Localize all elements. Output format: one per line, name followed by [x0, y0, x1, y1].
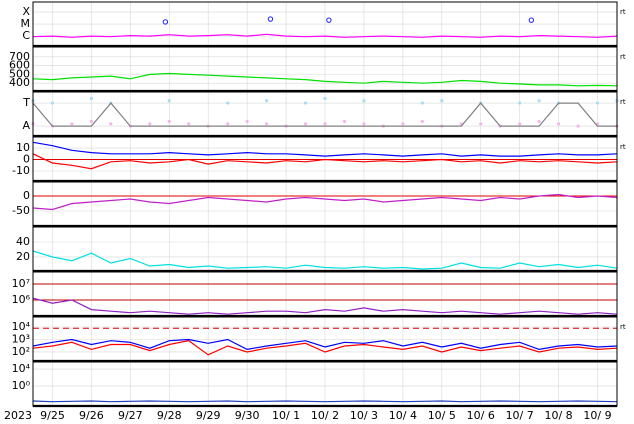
data-point: [440, 99, 444, 103]
data-point: [420, 101, 424, 105]
x-tick-label: 9/27: [118, 409, 143, 422]
data-point: [50, 101, 55, 105]
data-point: [89, 96, 93, 101]
x-tick-label: 10/ 9: [583, 409, 611, 422]
data-line: [32, 102, 617, 127]
data-line: [32, 33, 618, 38]
data-point: [557, 122, 561, 126]
data-point: [303, 122, 308, 126]
y-tick-label: 10⁶: [12, 293, 31, 306]
x-tick-label: 9/25: [40, 409, 65, 422]
data-point: [518, 101, 522, 105]
y-tick-label: -10: [12, 164, 30, 177]
y-tick-label: X: [22, 5, 30, 18]
data-point: [226, 122, 230, 126]
y-tick-label: 10⁰: [12, 379, 31, 392]
y-tick-label: 40: [16, 235, 30, 248]
data-point: [109, 122, 113, 126]
y-tick-label: 0: [23, 153, 30, 166]
corner-label: rt: [620, 53, 626, 61]
x-tick-label: 10/ 4: [389, 409, 417, 422]
data-line: [32, 72, 618, 87]
data-point: [323, 122, 327, 126]
y-tick-label: 10: [16, 141, 30, 154]
corner-label: rt: [620, 8, 626, 16]
data-point: [303, 101, 308, 105]
y-tick-label: T: [22, 96, 30, 109]
data-point: [167, 99, 171, 103]
y-tick-label: 10⁴: [12, 362, 31, 375]
data-point: [518, 122, 522, 126]
data-point: [537, 99, 541, 103]
x-tick-label: 10/ 6: [467, 409, 495, 422]
data-point: [226, 101, 230, 105]
y-tick-label: 400: [9, 76, 30, 89]
data-line: [32, 153, 618, 170]
data-line: [32, 297, 618, 315]
x-tick-label: 9/30: [235, 409, 260, 422]
y-tick-label: C: [22, 29, 30, 42]
y-tick-label: 500: [9, 67, 30, 80]
x-tick-label: 9/28: [157, 409, 182, 422]
x-tick-label: 9/29: [196, 409, 221, 422]
y-tick-label: A: [22, 119, 30, 132]
x-tick-label: 10/ 3: [350, 409, 378, 422]
corner-label: rt: [620, 323, 626, 331]
data-point: [265, 122, 269, 126]
y-tick-label: 10⁴: [12, 320, 31, 333]
y-tick-label: 10³: [12, 332, 30, 345]
data-point: [187, 122, 191, 126]
data-line: [32, 338, 618, 351]
data-point: [326, 17, 332, 23]
x-tick-label: 9/26: [79, 409, 104, 422]
x-tick-label: 10/ 7: [506, 409, 534, 422]
data-line: [32, 141, 618, 157]
data-point: [362, 122, 366, 126]
corner-label: rt: [620, 143, 626, 151]
y-tick-label: 600: [9, 59, 30, 72]
data-point: [245, 119, 249, 124]
x-tick-label: 10/ 2: [311, 409, 339, 422]
data-point: [167, 119, 171, 124]
data-point: [323, 96, 327, 101]
y-tick-label: 700: [9, 50, 30, 63]
y-tick-label: 20: [16, 250, 30, 263]
data-line: [32, 193, 618, 211]
data-point: [528, 17, 535, 23]
y-tick-label: 10⁷: [12, 277, 30, 290]
x-tick-label: 10/ 5: [428, 409, 456, 422]
data-point: [401, 122, 405, 126]
data-point: [479, 122, 483, 126]
data-point: [595, 101, 600, 105]
y-tick-label: M: [21, 17, 31, 30]
x-tick-label: 10/ 1: [272, 409, 300, 422]
y-tick-label: -50: [12, 204, 30, 217]
corner-label: rt: [620, 98, 626, 106]
data-point: [89, 119, 93, 124]
data-point: [148, 122, 152, 126]
y-tick-label: 0: [23, 189, 30, 202]
data-point: [420, 119, 424, 124]
data-point: [267, 16, 274, 22]
data-point: [362, 99, 366, 103]
data-point: [342, 119, 347, 124]
y-tick-label: 10²: [12, 345, 30, 358]
data-line: [32, 340, 618, 356]
year-label: 2023: [4, 409, 32, 422]
data-point: [162, 19, 169, 25]
data-line: [32, 250, 618, 270]
data-point: [537, 119, 541, 124]
x-tick-label: 10/ 8: [544, 409, 572, 422]
data-point: [576, 124, 580, 128]
data-point: [265, 99, 269, 103]
data-point: [70, 122, 74, 126]
data-line: [32, 400, 618, 403]
